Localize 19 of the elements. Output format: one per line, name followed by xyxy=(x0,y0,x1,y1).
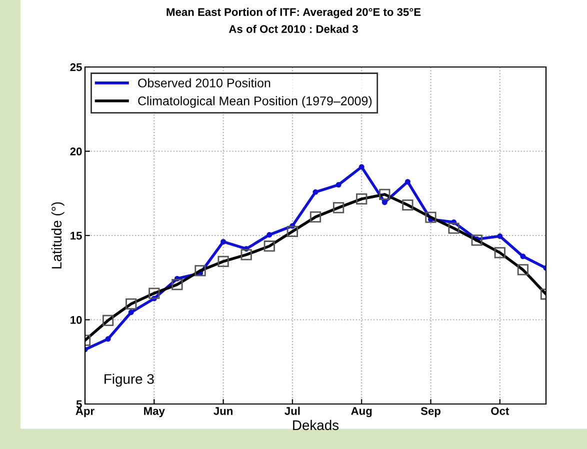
y-tick-label: 25 xyxy=(70,63,82,72)
x-tick-label: Jun xyxy=(214,407,232,415)
legend-label: Climatological Mean Position (1979–2009) xyxy=(138,96,372,108)
y-tick-label: 5 xyxy=(76,400,82,408)
chart-subtitle: As of Oct 2010 : Dekad 3 xyxy=(228,24,358,33)
x-tick-label: Jul xyxy=(284,406,300,415)
x-tick-label: Apr xyxy=(76,407,94,418)
y-tick-label: 20 xyxy=(70,148,82,156)
x-tick-label: Sep xyxy=(420,407,440,418)
chart-title: Mean East Portion of ITF: Averaged 20°E to 35°E xyxy=(166,8,421,18)
y-tick-label: 10 xyxy=(70,316,82,324)
x-axis-title: Dekads xyxy=(293,420,339,430)
x-tick-label: Aug xyxy=(351,407,372,418)
x-tick-label: Oct xyxy=(491,407,510,415)
legend-label: Observed 2010 Position xyxy=(138,78,270,88)
y-axis-title: Latitude (°) xyxy=(51,202,64,268)
annotation: Figure 3 xyxy=(104,374,154,387)
y-tick-label: 15 xyxy=(70,232,82,240)
x-tick-label: May xyxy=(144,407,165,418)
